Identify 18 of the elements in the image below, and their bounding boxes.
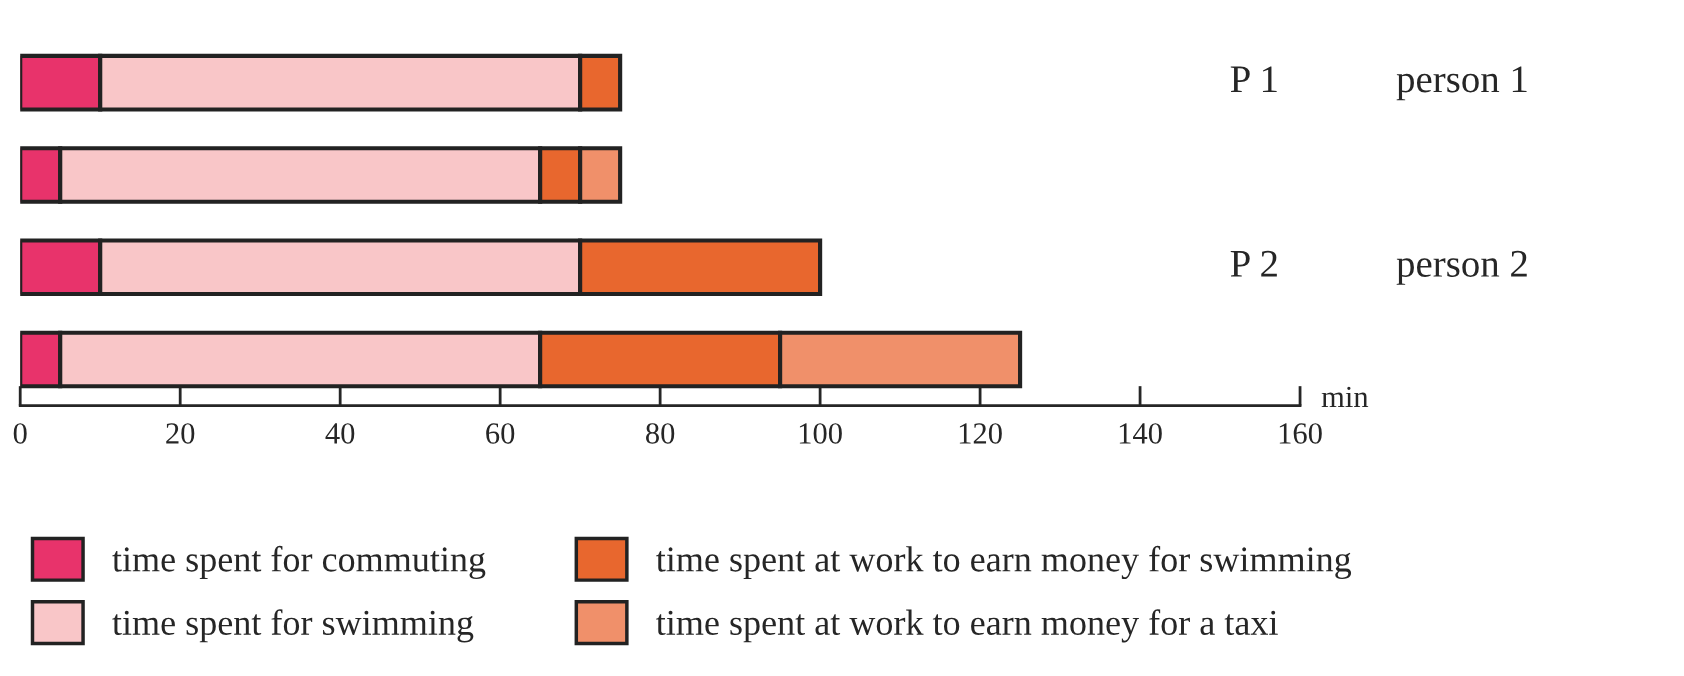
x-axis-title: min: [1321, 386, 1369, 407]
x-tick-label: 0: [13, 423, 27, 444]
x-tick-label: 40: [325, 423, 355, 444]
x-tick-label: 80: [646, 423, 675, 444]
text: person 2: [1396, 250, 1527, 285]
x-tick-label: 120: [959, 423, 1002, 444]
x-tick-label: 20: [166, 423, 195, 444]
annotation: P 1: [1230, 66, 1277, 93]
legend-label: time spent at work to earn money for a taxi: [656, 609, 1278, 643]
legend-label: time spent at work to earn money for swimming: [656, 545, 1352, 580]
annotation: P 2: [1230, 250, 1277, 277]
legend-label: time spent for commuting: [112, 545, 486, 580]
x-tick-label: 100: [799, 423, 842, 444]
text: person 1: [1396, 66, 1527, 101]
legend-label: time spent for swimming: [112, 609, 474, 643]
x-tick-label: 60: [486, 423, 515, 444]
x-tick-label: 160: [1279, 423, 1322, 444]
x-tick-label: 140: [1119, 423, 1162, 444]
